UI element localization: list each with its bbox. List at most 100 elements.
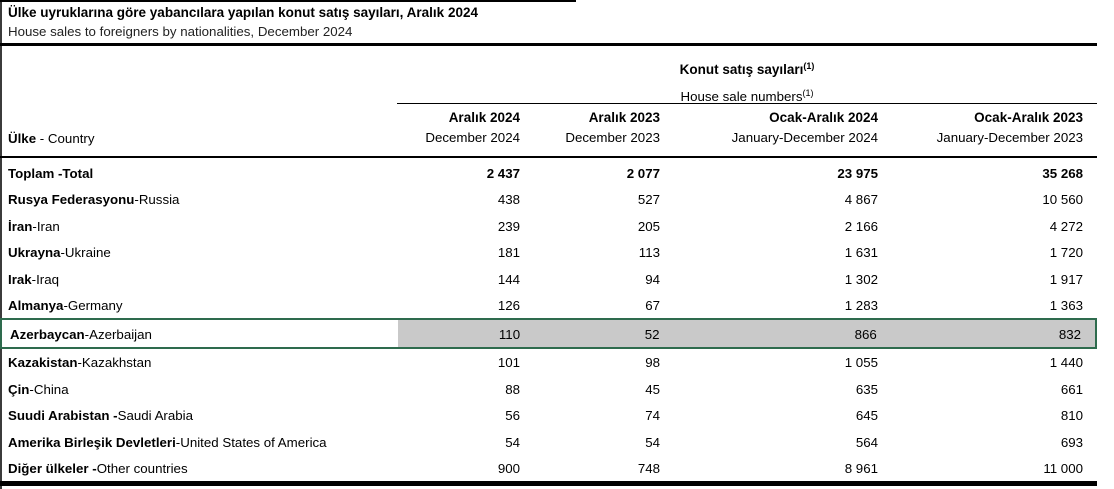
column-header: Aralık 2023 December 2023	[522, 108, 662, 152]
value-cell-jan-dec-2023: 1 363	[1049, 298, 1083, 313]
report-title-english: House sales to foreigners by nationaliti…	[8, 24, 353, 39]
value-cell-jan-dec-2024: 635	[855, 381, 878, 397]
column-header-turkish: Aralık 2023	[588, 110, 660, 125]
column-header: Ocak-Aralık 2024 January-December 2024	[662, 108, 880, 152]
country-name-cell: Ukrayna - Ukraine	[8, 245, 111, 260]
column-header-english: January-December 2023	[936, 130, 1083, 145]
value-cell-dec-2024: 181	[497, 245, 520, 260]
country-name-cell: Toplam - Total	[8, 165, 94, 181]
value-cell-dec-2024: 110	[397, 320, 523, 347]
title-top-border	[0, 0, 576, 2]
value-cell-dec-2024: 2 437	[486, 165, 520, 181]
value-cell-dec-2023: 527	[637, 192, 660, 207]
column-header-turkish: Ocak-Aralık 2023	[974, 110, 1083, 125]
country-name-cell: İran - Iran	[8, 218, 60, 234]
table-row: Almanya - Germany 126 67 1 283 1 363	[0, 292, 1097, 319]
value-cell-jan-dec-2023: 35 268	[1042, 165, 1083, 181]
value-cell-dec-2023: 2 077	[626, 165, 660, 181]
header-divider-rule	[0, 156, 1097, 158]
footnote-marker: (1)	[803, 61, 815, 71]
value-cell-jan-dec-2024: 645	[855, 408, 878, 423]
value-cell-dec-2023: 205	[637, 218, 660, 234]
value-cell-jan-dec-2023: 10 560	[1042, 192, 1083, 207]
value-cell-jan-dec-2023: 832	[878, 320, 1095, 347]
value-cell-jan-dec-2023: 1 440	[1049, 355, 1083, 370]
value-cell-dec-2024: 54	[505, 434, 520, 450]
country-name-cell: Amerika Birleşik Devletleri - United Sta…	[8, 434, 327, 450]
country-name-cell: Azerbaycan - Azerbaijan	[10, 326, 152, 342]
footnote-marker: (1)	[802, 88, 814, 98]
table-row: Suudi Arabistan - Saudi Arabia 56 74 645…	[0, 402, 1097, 429]
column-header-turkish: Aralık 2024	[448, 110, 520, 125]
value-cell-jan-dec-2023: 810	[1060, 408, 1083, 423]
table-row: Rusya Federasyonu - Russia 438 527 4 867…	[0, 186, 1097, 213]
value-cell-jan-dec-2024: 23 975	[837, 165, 878, 181]
value-cell-dec-2023: 67	[645, 298, 660, 313]
table-row: Diğer ülkeler - Other countries 900 748 …	[0, 455, 1097, 482]
column-header: Aralık 2024 December 2024	[397, 108, 522, 152]
value-cell-jan-dec-2023: 661	[1060, 381, 1083, 397]
value-cell-dec-2023: 74	[645, 408, 660, 423]
value-cell-dec-2023: 748	[637, 461, 660, 476]
value-cell-dec-2024: 438	[497, 192, 520, 207]
table-bottom-rule	[0, 481, 1097, 486]
value-cell-dec-2024: 239	[497, 218, 520, 234]
country-name-cell: Suudi Arabistan - Saudi Arabia	[8, 408, 193, 423]
country-name-cell: Diğer ülkeler - Other countries	[8, 461, 188, 476]
column-header-english: December 2023	[565, 130, 660, 145]
value-cell-dec-2023: 52	[522, 320, 662, 347]
value-cell-dec-2023: 94	[645, 271, 660, 287]
value-cell-jan-dec-2024: 1 631	[844, 245, 878, 260]
value-cell-dec-2023: 113	[638, 245, 660, 260]
value-cell-dec-2024: 900	[497, 461, 520, 476]
column-header: Ocak-Aralık 2023 January-December 2023	[880, 108, 1097, 152]
value-cell-jan-dec-2024: 866	[661, 320, 879, 347]
table-row: Azerbaycan - Azerbaijan 110 52 866 832	[0, 318, 1097, 349]
title-divider-rule	[0, 43, 1097, 46]
value-cell-dec-2023: 45	[645, 381, 660, 397]
table-row: Çin - China 88 45 635 661	[0, 375, 1097, 402]
value-cell-dec-2024: 144	[497, 271, 520, 287]
group-header-english: House sale numbers(1)	[680, 88, 814, 104]
group-header-rule	[397, 103, 1097, 104]
value-cell-dec-2024: 88	[505, 381, 520, 397]
value-cell-jan-dec-2024: 1 283	[844, 298, 878, 313]
value-cell-dec-2023: 98	[645, 355, 660, 370]
country-name-cell: Çin - China	[8, 381, 69, 397]
country-name-cell: Almanya - Germany	[8, 298, 123, 313]
country-column-header: Ülke - Country	[8, 131, 95, 146]
table-body: Toplam - Total 2 437 2 077 23 975 35 268…	[0, 159, 1097, 481]
country-name-cell: Kazakistan - Kazakhstan	[8, 355, 152, 370]
report-title-turkish: Ülke uyruklarına göre yabancılara yapıla…	[8, 5, 478, 20]
value-cell-jan-dec-2023: 4 272	[1049, 218, 1083, 234]
value-cell-jan-dec-2023: 1 917	[1049, 271, 1083, 287]
table-row: Toplam - Total 2 437 2 077 23 975 35 268	[0, 159, 1097, 186]
column-headers: Aralık 2024 December 2024 Aralık 2023 De…	[397, 108, 1097, 152]
column-header-turkish: Ocak-Aralık 2024	[769, 110, 878, 125]
value-cell-jan-dec-2024: 564	[855, 434, 878, 450]
value-cell-jan-dec-2024: 4 867	[844, 192, 878, 207]
value-cell-jan-dec-2023: 1 720	[1049, 245, 1083, 260]
country-name-cell: Irak - Iraq	[8, 271, 60, 287]
value-cell-jan-dec-2023: 11 000	[1043, 461, 1083, 476]
value-cell-jan-dec-2024: 2 166	[844, 218, 878, 234]
table-row: Amerika Birleşik Devletleri - United Sta…	[0, 428, 1097, 455]
value-cell-jan-dec-2024: 1 302	[844, 271, 878, 287]
value-cell-jan-dec-2024: 1 055	[844, 355, 878, 370]
column-group-header: Konut satış sayıları(1) House sale numbe…	[397, 56, 1097, 107]
value-cell-dec-2024: 126	[497, 298, 520, 313]
table-row: Kazakistan - Kazakhstan 101 98 1 055 1 4…	[0, 349, 1097, 376]
left-edge-border	[0, 0, 2, 489]
value-cell-dec-2024: 56	[505, 408, 520, 423]
table-row: İran - Iran 239 205 2 166 4 272	[0, 212, 1097, 239]
value-cell-dec-2023: 54	[645, 434, 660, 450]
table-row: Ukrayna - Ukraine 181 113 1 631 1 720	[0, 239, 1097, 266]
value-cell-jan-dec-2023: 693	[1060, 434, 1083, 450]
column-header-english: December 2024	[425, 130, 520, 145]
value-cell-jan-dec-2024: 8 961	[844, 461, 878, 476]
group-header-turkish: Konut satış sayıları(1)	[679, 61, 815, 77]
column-header-english: January-December 2024	[731, 130, 878, 145]
table-row: Irak - Iraq 144 94 1 302 1 917	[0, 265, 1097, 292]
value-cell-dec-2024: 101	[497, 355, 520, 370]
